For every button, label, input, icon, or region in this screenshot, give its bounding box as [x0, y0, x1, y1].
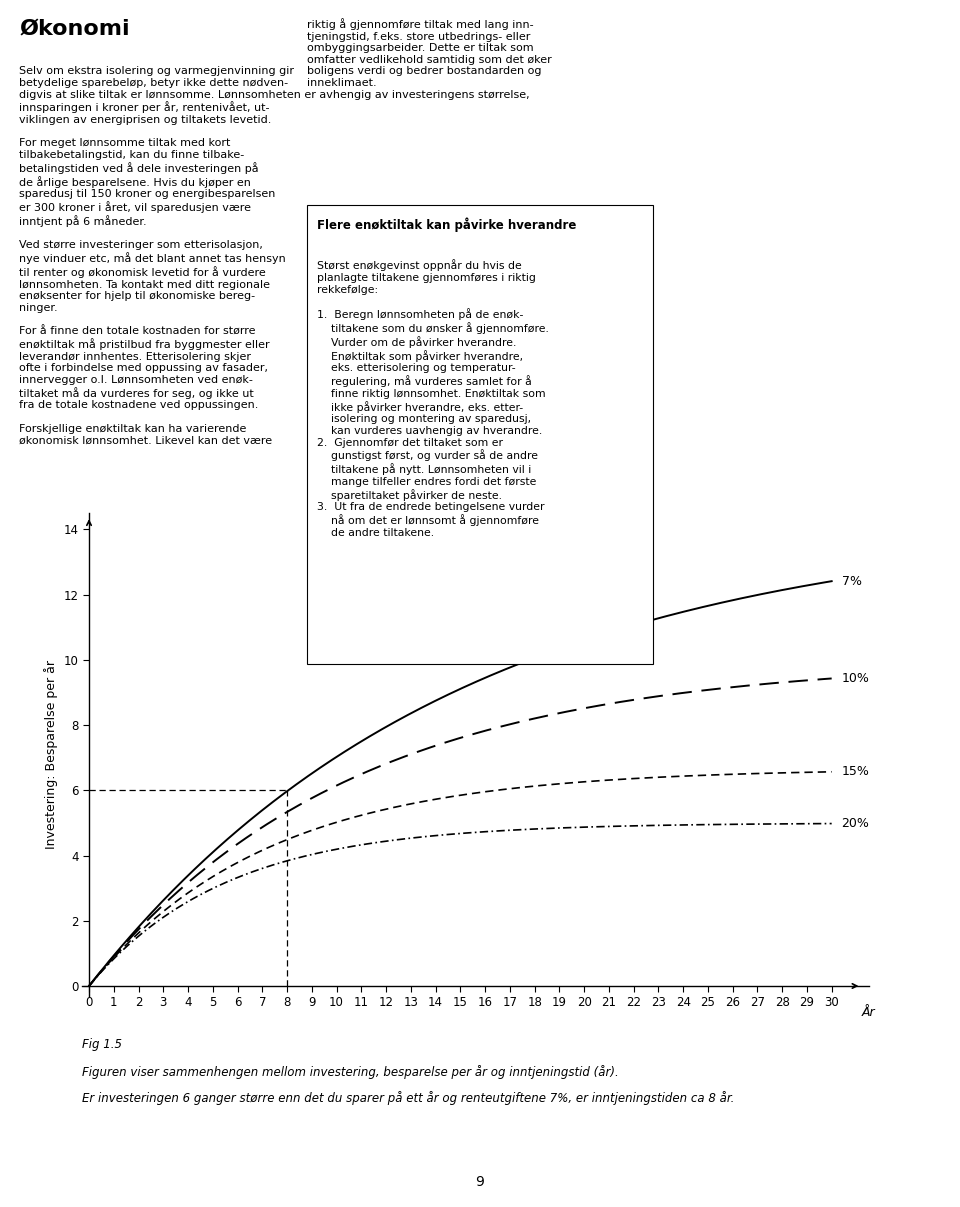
Text: 7%: 7%: [842, 575, 861, 588]
Text: Figuren viser sammenhengen mellom investering, besparelse per år og inntjeningst: Figuren viser sammenhengen mellom invest…: [82, 1065, 618, 1079]
Text: riktig å gjennomføre tiltak med lang inn-
tjeningstid, f.eks. store utbedrings- : riktig å gjennomføre tiltak med lang inn…: [307, 18, 552, 88]
Text: 20%: 20%: [842, 817, 870, 830]
Text: 15%: 15%: [842, 765, 870, 779]
Text: Selv om ekstra isolering og varmegjenvinning gir
betydelige sparebeløp, betyr ik: Selv om ekstra isolering og varmegjenvin…: [19, 66, 530, 445]
Text: Fig 1.5: Fig 1.5: [82, 1038, 122, 1051]
Text: Er investeringen 6 ganger større enn det du sparer på ett år og renteutgiftene 7: Er investeringen 6 ganger større enn det…: [82, 1091, 734, 1106]
Text: Flere enøktiltak kan påvirke hverandre: Flere enøktiltak kan påvirke hverandre: [317, 217, 576, 232]
Text: Størst enøkgevinst oppnår du hvis de
planlagte tiltakene gjennomføres i riktig
r: Størst enøkgevinst oppnår du hvis de pla…: [317, 260, 549, 538]
Text: År: År: [862, 1005, 876, 1019]
Y-axis label: Investering: Besparelse per år: Investering: Besparelse per år: [44, 660, 58, 849]
Text: Økonomi: Økonomi: [19, 18, 130, 39]
Text: 9: 9: [475, 1174, 485, 1189]
Text: 10%: 10%: [842, 672, 870, 684]
